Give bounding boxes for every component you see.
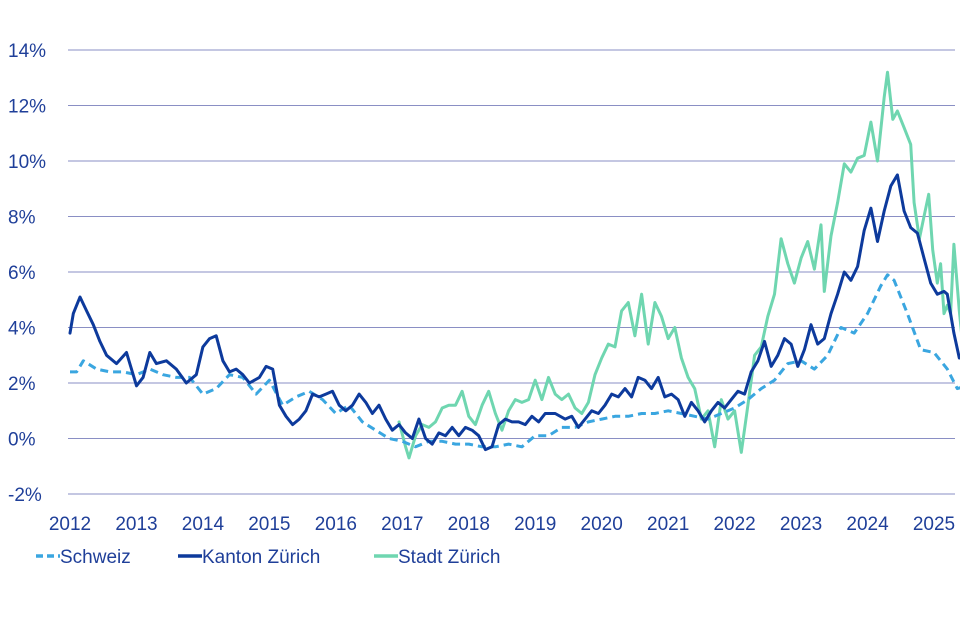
y-tick-label: 10% xyxy=(8,152,46,173)
y-tick-label: 14% xyxy=(8,41,46,62)
legend-label: Stadt Zürich xyxy=(398,547,500,568)
x-tick-label: 2016 xyxy=(315,514,357,535)
y-tick-label: 6% xyxy=(8,263,36,284)
x-tick-label: 2021 xyxy=(647,514,689,535)
x-tick-label: 2012 xyxy=(49,514,91,535)
x-tick-label: 2013 xyxy=(115,514,157,535)
y-axis: -2% 0% 2% 4% 6% 8% 10% 12% 14% xyxy=(8,41,46,506)
legend: Schweiz Kanton Zürich Stadt Zürich xyxy=(36,547,500,568)
y-tick-label: 8% xyxy=(8,208,36,229)
y-tick-label: -2% xyxy=(8,485,42,506)
x-tick-label: 2019 xyxy=(514,514,556,535)
series-line-schweiz xyxy=(70,273,960,449)
y-tick-label: 0% xyxy=(8,430,36,451)
legend-label: Schweiz xyxy=(60,547,131,568)
y-tick-label: 2% xyxy=(8,374,36,395)
x-tick-label: 2022 xyxy=(713,514,755,535)
series-line-kanton-zurich xyxy=(68,173,960,452)
y-tick-label: 4% xyxy=(8,319,36,340)
grid xyxy=(68,49,955,495)
x-tick-label: 2023 xyxy=(780,514,822,535)
x-axis: 2012 2013 2014 2015 2016 2017 2018 2019 2020 2021… xyxy=(49,514,955,535)
legend-label: Kanton Zürich xyxy=(202,547,320,568)
x-tick-label: 2020 xyxy=(581,514,623,535)
x-tick-label: 2018 xyxy=(448,514,490,535)
y-tick-label: 12% xyxy=(8,97,46,118)
x-tick-label: 2024 xyxy=(846,514,889,535)
x-tick-label: 2014 xyxy=(182,514,225,535)
x-tick-label: 2025 xyxy=(913,514,955,535)
series-layer xyxy=(68,70,960,460)
x-tick-label: 2015 xyxy=(248,514,290,535)
x-tick-label: 2017 xyxy=(381,514,423,535)
